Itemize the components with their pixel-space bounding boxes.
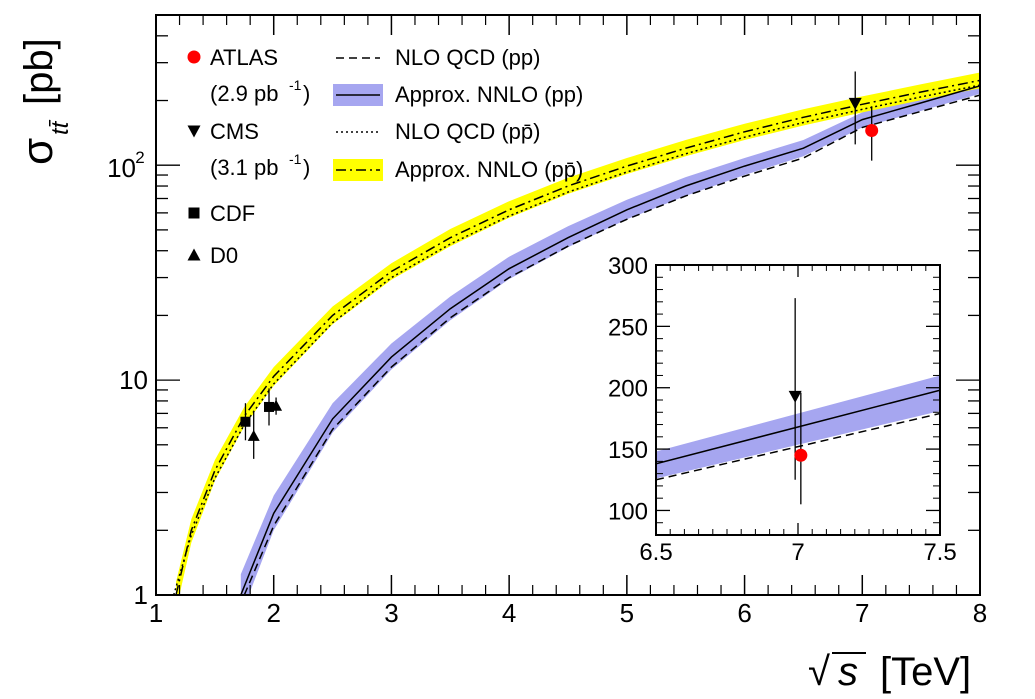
main-frame — [155, 14, 981, 596]
y-axis-title: σ tt̄ [pb] — [13, 38, 74, 165]
legend-label-cms: CMS — [210, 119, 259, 144]
legend-note-sup: -1 — [289, 77, 302, 93]
inset-y-tick-label: 100 — [608, 498, 648, 525]
inset-line-1 — [656, 412, 940, 481]
y-tick-label: 10 — [107, 153, 136, 183]
marker-atlas — [865, 124, 879, 138]
y-axis-subscript: tt̄ — [47, 119, 74, 135]
x-tick-label: 7 — [855, 598, 869, 628]
marker-cdf-0 — [240, 416, 251, 427]
marker-cdf-1 — [264, 401, 275, 412]
legend-marker-d0 — [187, 248, 201, 261]
y-tick-label: 10 — [119, 365, 148, 395]
band-series-3 — [176, 72, 980, 595]
x-tick-label: 8 — [973, 598, 987, 628]
inset-axes: 6.5 7 7.5 100 150 200 250 300 — [608, 253, 957, 566]
x-tick-label: 3 — [384, 598, 398, 628]
inset-y-tick-label: 200 — [608, 376, 648, 403]
line-series-0 — [243, 94, 980, 595]
legend-line-label-2: NLO QCD (pp̄) — [395, 119, 540, 144]
line-series-1 — [240, 85, 980, 595]
legend-label-d0: D0 — [210, 243, 238, 268]
y-tick-exponent: 2 — [135, 148, 144, 167]
main-bands — [176, 72, 980, 595]
legend-label-atlas: ATLAS — [210, 45, 278, 70]
legend-line-label-0: NLO QCD (pp) — [395, 45, 540, 70]
marker-d0-1 — [270, 399, 283, 411]
x-axis-sqrt-symbol: √ — [808, 650, 830, 694]
x-tick-label: 4 — [502, 598, 516, 628]
legend-label-cdf: CDF — [210, 201, 255, 226]
legend-note-cms: (3.1 pb — [210, 155, 279, 180]
inset-y-tick-label: 150 — [608, 437, 648, 464]
inset-y-tick-label: 250 — [608, 314, 648, 341]
y-tick-label: 1 — [134, 580, 148, 610]
inset-line-0 — [656, 389, 940, 465]
marker-cms — [848, 97, 862, 110]
main-lines — [172, 79, 980, 595]
legend: ATLAS (2.9 pb -1) CMS (3.1 pb -1) CDF D0 NLO QCD… — [187, 45, 583, 268]
y-axis-unit: [pb] — [17, 38, 61, 105]
main-points — [240, 71, 879, 459]
inset-points — [788, 298, 808, 505]
marker-d0-0 — [247, 429, 260, 441]
inset-x-tick-label: 7.5 — [923, 539, 956, 566]
axis-titles: √ s [TeV] σ tt̄ [pb] — [13, 38, 971, 694]
legend-line-label-1: Approx. NNLO (pp) — [395, 82, 583, 107]
legend-note-atlas: (2.9 pb — [210, 81, 279, 106]
x-tick-label: 1 — [149, 598, 163, 628]
legend-line-label-3: Approx. NNLO (pp̄) — [395, 157, 583, 182]
legend-note-sup: -1 — [289, 151, 302, 167]
inset-panel: 6.5 7 7.5 100 150 200 250 300 — [608, 253, 957, 566]
legend-marker-atlas — [187, 50, 201, 64]
inset-y-tick-label: 300 — [608, 253, 648, 280]
x-tick-label: 6 — [737, 598, 751, 628]
inset-marker-cms — [788, 390, 802, 403]
inset-marker-atlas — [794, 448, 808, 462]
x-axis-variable: s — [838, 650, 858, 694]
line-series-3 — [175, 79, 980, 595]
legend-note-tail: ) — [303, 81, 310, 106]
inset-x-tick-label: 6.5 — [639, 539, 672, 566]
line-series-2 — [172, 84, 980, 595]
legend-marker-cms — [187, 125, 201, 138]
x-tick-label: 5 — [620, 598, 634, 628]
inset-lines — [656, 389, 940, 481]
y-axis-symbol: σ — [13, 138, 62, 165]
x-tick-label: 2 — [266, 598, 280, 628]
x-axis-unit: [TeV] — [880, 650, 971, 694]
inset-x-tick-label: 7 — [791, 539, 804, 566]
legend-marker-cdf — [188, 207, 200, 219]
legend-note-tail: ) — [303, 155, 310, 180]
